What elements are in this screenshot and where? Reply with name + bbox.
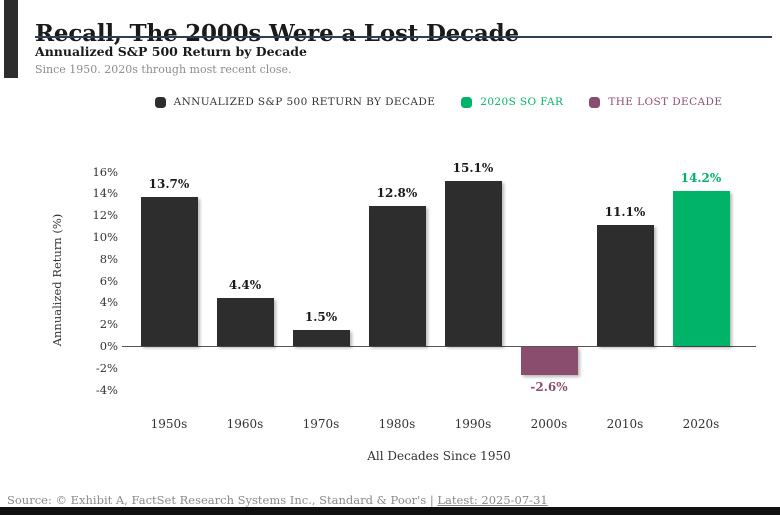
y-tick-label: 2% [99, 317, 118, 332]
y-tick-label: 0% [99, 339, 118, 353]
y-tick-label: -4% [95, 382, 118, 397]
legend: ANNUALIZED S&P 500 RETURN BY DECADE 2020S… [122, 94, 755, 110]
bar-1950s[interactable] [140, 196, 198, 346]
legend-label: 2020S SO FAR [480, 96, 564, 108]
legend-item-1: 2020S SO FAR [461, 96, 563, 108]
x-tick-label-1980s: 1980s [378, 417, 416, 431]
y-axis-title: Annualized Return (%) [50, 213, 64, 347]
y-tick-label: -2% [95, 360, 118, 375]
y-tick-label: 10% [92, 230, 118, 244]
bar-1960s[interactable] [216, 298, 274, 346]
bar-value-label: 13.7% [148, 176, 190, 191]
bottom-bar [0, 507, 780, 515]
bar-value-label: 12.8% [376, 186, 418, 201]
bar-1990s[interactable] [444, 181, 502, 346]
y-tick-label: 14% [92, 186, 118, 201]
x-tick-label-1950s: 1950s [150, 417, 188, 431]
bar-2010s[interactable] [596, 225, 654, 346]
chart-note: Since 1950. 2020s through most recent cl… [35, 63, 292, 76]
chart-subtitle: Annualized S&P 500 Return by Decade [35, 44, 307, 59]
legend-label: THE LOST DECADE [608, 96, 723, 108]
bar-chart: Annualized Return (%) All Decades Since … [0, 130, 780, 475]
y-tick-label: 8% [99, 251, 118, 266]
x-axis-title: All Decades Since 1950 [367, 449, 511, 463]
bar-value-label: 11.1% [604, 205, 646, 219]
y-tick-label: 12% [92, 208, 118, 223]
legend-item-2: THE LOST DECADE [589, 96, 722, 108]
page-title: Recall, The 2000s Were a Lost Decade [35, 20, 519, 48]
bar-value-label: 1.5% [304, 309, 338, 324]
legend-label: ANNUALIZED S&P 500 RETURN BY DECADE [173, 96, 436, 108]
bar-2020s[interactable] [672, 191, 730, 346]
bar-value-label: -2.6% [530, 380, 568, 395]
bar-1970s[interactable] [292, 329, 350, 346]
bar-value-label: 15.1% [452, 161, 494, 176]
zero-axis-line [122, 346, 756, 347]
y-tick-label: 4% [99, 295, 118, 310]
legend-swatch-icon [589, 96, 601, 108]
x-tick-label-2010s: 2010s [606, 417, 644, 431]
y-tick-label: 6% [99, 273, 118, 288]
x-tick-label-1970s: 1970s [302, 417, 340, 431]
x-tick-label-2000s: 2000s [530, 417, 568, 431]
legend-swatch-icon [154, 96, 166, 108]
x-tick-label-1990s: 1990s [454, 417, 492, 431]
bar-1980s[interactable] [368, 206, 426, 346]
bar-2000s[interactable] [520, 347, 578, 376]
bar-value-label: 14.2% [680, 171, 722, 186]
latest-date-link[interactable]: Latest: 2025-07-31 [437, 493, 548, 507]
x-tick-label-2020s: 2020s [682, 417, 720, 431]
accent-bar [4, 0, 18, 78]
bar-value-label: 4.4% [228, 278, 262, 293]
legend-item-0: ANNUALIZED S&P 500 RETURN BY DECADE [154, 96, 436, 108]
source-text: Source: © Exhibit A, FactSet Research Sy… [7, 493, 438, 507]
source-line: Source: © Exhibit A, FactSet Research Sy… [7, 493, 548, 507]
x-tick-label-1960s: 1960s [226, 417, 264, 431]
y-tick-label: 16% [92, 164, 118, 179]
title-divider [35, 36, 772, 38]
legend-swatch-icon [461, 96, 473, 108]
